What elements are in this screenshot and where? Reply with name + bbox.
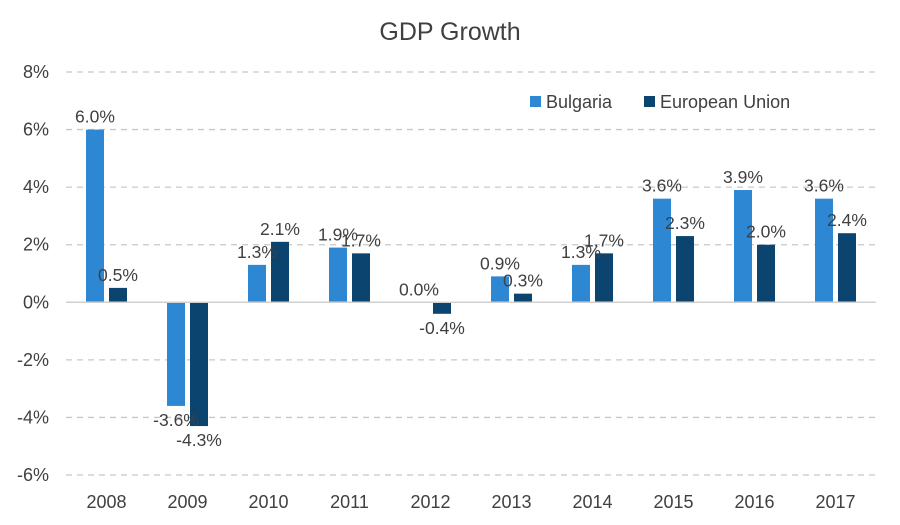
bar-european-union bbox=[676, 236, 694, 303]
legend-swatch-bulgaria bbox=[530, 96, 541, 107]
bar-bulgaria bbox=[815, 198, 833, 303]
bar-bulgaria bbox=[653, 198, 671, 303]
x-tick-label: 2010 bbox=[248, 492, 288, 512]
bar-bulgaria bbox=[491, 276, 509, 303]
x-axis-tick-labels: 2008 2009 2010 2011 2012 2013 2014 2015 2016 2017 bbox=[86, 492, 855, 512]
data-label: 3.6% bbox=[642, 176, 682, 196]
data-label: 0.3% bbox=[503, 271, 543, 291]
bar-bulgaria bbox=[86, 129, 104, 303]
data-label: 3.9% bbox=[723, 167, 763, 187]
data-label: -4.3% bbox=[176, 430, 222, 450]
data-label: 0.5% bbox=[98, 265, 138, 285]
data-label: 2.4% bbox=[827, 210, 867, 230]
data-label: 2.1% bbox=[260, 219, 300, 239]
bar-bulgaria bbox=[734, 190, 752, 303]
bar-european-union bbox=[595, 253, 613, 303]
x-tick-label: 2014 bbox=[572, 492, 612, 512]
data-label: 2.3% bbox=[665, 213, 705, 233]
x-tick-label: 2012 bbox=[410, 492, 450, 512]
bar-european-union bbox=[109, 287, 127, 303]
data-label: 0.0% bbox=[399, 279, 439, 299]
legend-label-bulgaria: Bulgaria bbox=[546, 92, 613, 112]
y-axis-tick-labels: 8% 6% 4% 2% 0% -2% -4% -6% bbox=[17, 62, 49, 485]
bar-european-union bbox=[271, 241, 289, 303]
bar-european-union bbox=[190, 302, 208, 427]
bar-european-union bbox=[838, 233, 856, 303]
y-tick-label: -2% bbox=[17, 350, 49, 370]
y-tick-label: 2% bbox=[23, 235, 49, 255]
x-tick-label: 2013 bbox=[491, 492, 531, 512]
data-label: 2.0% bbox=[746, 222, 786, 242]
data-label: -0.4% bbox=[419, 318, 465, 338]
bar-bulgaria bbox=[248, 264, 266, 303]
data-label: 1.7% bbox=[584, 230, 624, 250]
chart-title: GDP Growth bbox=[379, 18, 520, 46]
y-tick-label: 4% bbox=[23, 177, 49, 197]
legend-label-european-union: European Union bbox=[660, 92, 790, 112]
data-label: 1.9% bbox=[318, 225, 358, 245]
x-tick-label: 2011 bbox=[330, 492, 369, 512]
x-tick-label: 2017 bbox=[815, 492, 855, 512]
data-label: 6.0% bbox=[75, 107, 115, 127]
y-tick-label: -4% bbox=[17, 407, 49, 427]
data-label: 0.9% bbox=[480, 253, 520, 273]
bars bbox=[86, 129, 856, 427]
y-tick-label: 0% bbox=[23, 292, 49, 312]
data-label: 1.3% bbox=[237, 242, 277, 262]
y-tick-label: 8% bbox=[23, 62, 49, 82]
x-tick-label: 2008 bbox=[86, 492, 126, 512]
legend: Bulgaria European Union bbox=[530, 92, 790, 112]
y-tick-label: 6% bbox=[23, 120, 49, 140]
bar-european-union bbox=[514, 293, 532, 303]
bar-european-union bbox=[433, 302, 451, 314]
bar-bulgaria bbox=[167, 302, 185, 406]
bar-european-union bbox=[352, 253, 370, 303]
bar-bulgaria bbox=[572, 264, 590, 303]
x-tick-label: 2015 bbox=[653, 492, 693, 512]
data-label: 1.3% bbox=[561, 242, 601, 262]
bar-bulgaria bbox=[329, 247, 347, 303]
data-label: 1.7% bbox=[341, 230, 381, 250]
y-tick-label: -6% bbox=[17, 465, 49, 485]
bar-european-union bbox=[757, 244, 775, 303]
data-labels: 6.0%0.5%-3.6%-4.3%1.3%2.1% 1.9%1.7%0.0%-0… bbox=[75, 107, 867, 450]
x-tick-label: 2009 bbox=[167, 492, 207, 512]
data-label: -3.6% bbox=[153, 410, 199, 430]
data-label: 3.6% bbox=[804, 176, 844, 196]
legend-swatch-european-union bbox=[644, 96, 655, 107]
x-tick-label: 2016 bbox=[734, 492, 774, 512]
